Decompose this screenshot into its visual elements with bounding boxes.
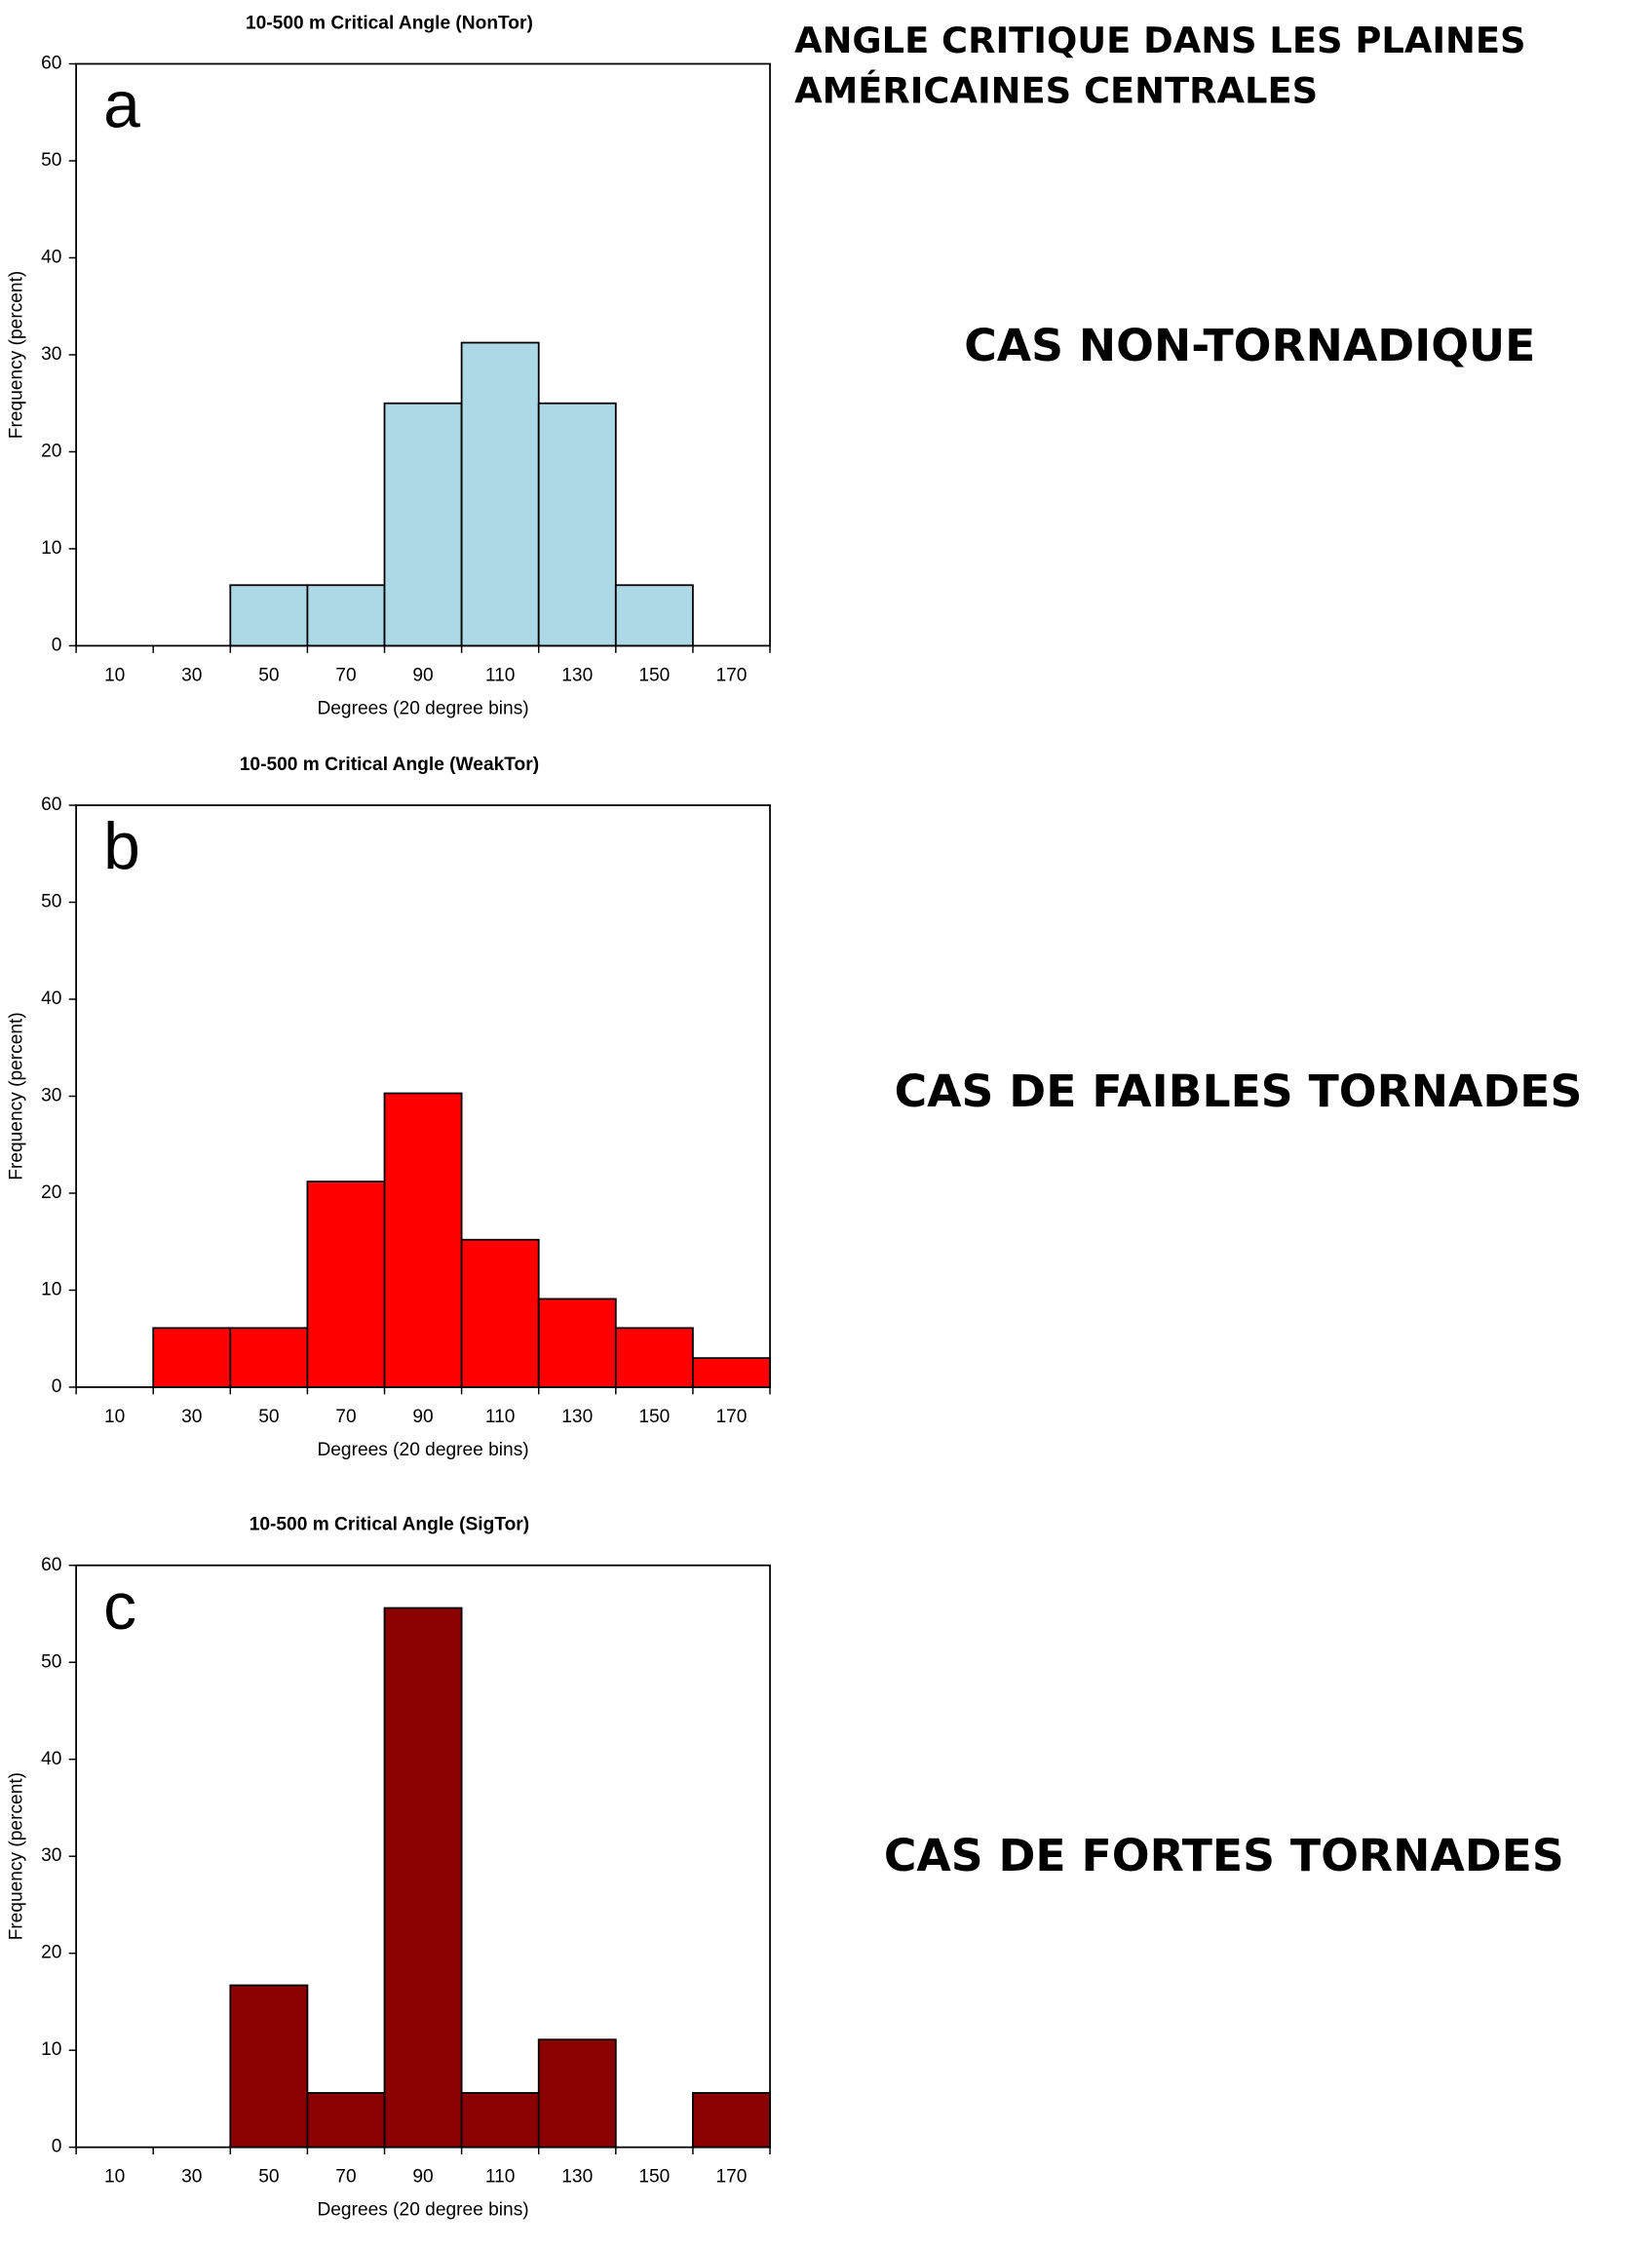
y-tick-label: 20 [41,1943,61,1963]
chart-title: 10-500 m Critical Angle (WeakTor) [240,755,539,775]
x-tick-label: 30 [181,1407,202,1427]
x-tick-label: 50 [258,1407,279,1427]
bar [614,1327,694,1388]
panel-label: a [103,69,140,142]
bar [383,1607,463,2149]
chart-title: 10-500 m Critical Angle (NonTor) [246,13,533,33]
heading-line: ANGLE CRITIQUE DANS LES PLAINES [794,19,1525,61]
x-tick-label: 10 [104,1407,125,1427]
y-tick-label: 30 [41,1086,61,1106]
x-tick-label: 170 [715,2167,747,2188]
x-tick-label: 30 [181,2167,202,2188]
y-tick-label: 40 [41,1749,61,1769]
y-tick-label: 30 [41,344,61,365]
bar [229,584,309,647]
x-tick-label: 90 [412,2167,433,2188]
bar [383,1092,463,1388]
x-tick-label: 50 [258,2167,279,2188]
x-tick-label: 10 [104,665,125,685]
y-tick-label: 10 [41,2039,61,2060]
y-tick-label: 20 [41,1182,61,1203]
x-tick-label: 170 [715,1407,747,1427]
x-axis-label: Degrees (20 degree bins) [317,2200,528,2221]
y-tick-label: 0 [52,635,62,655]
bar [692,2092,771,2149]
bar [460,1238,540,1388]
bar [537,1298,617,1388]
x-tick-label: 10 [104,2167,125,2188]
bar [537,402,617,647]
x-tick-label: 50 [258,665,279,685]
caption: CAS NON-TORNADIQUE [964,320,1535,371]
y-tick-label: 0 [52,1376,62,1397]
y-tick-label: 60 [41,54,61,74]
heading-line: AMÉRICAINES CENTRALES [794,68,1318,111]
bar [537,2038,617,2149]
x-tick-label: 110 [485,1407,516,1427]
y-tick-label: 60 [41,1555,61,1575]
bar [614,584,694,647]
x-tick-label: 90 [412,1407,433,1427]
x-axis-label: Degrees (20 degree bins) [317,698,528,718]
y-tick-label: 10 [41,538,61,559]
y-tick-label: 50 [41,892,61,912]
x-tick-label: 130 [561,1407,593,1427]
chart-title: 10-500 m Critical Angle (SigTor) [250,1515,529,1535]
x-tick-label: 70 [335,1407,356,1427]
y-tick-label: 50 [41,1651,61,1672]
panel-label: b [103,810,140,883]
bar [306,2092,386,2149]
y-tick-label: 40 [41,248,61,268]
x-tick-label: 130 [561,2167,593,2188]
x-tick-label: 70 [335,665,356,685]
bar [152,1327,232,1388]
bar [229,1327,309,1388]
bar [306,584,386,647]
x-tick-label: 110 [485,2167,516,2188]
y-axis-label: Frequency (percent) [7,1012,27,1180]
bar [460,2092,540,2149]
y-axis-label: Frequency (percent) [7,1772,27,1940]
bar [306,1181,386,1388]
x-tick-label: 150 [638,2167,670,2188]
y-tick-label: 10 [41,1280,61,1300]
bar [460,341,540,647]
x-axis-label: Degrees (20 degree bins) [317,1440,528,1460]
bar [229,1984,309,2149]
x-tick-label: 150 [638,1407,670,1427]
x-tick-label: 90 [412,665,433,685]
x-tick-label: 30 [181,665,202,685]
bar [692,1357,771,1388]
y-tick-label: 0 [52,2137,62,2157]
y-tick-label: 30 [41,1845,61,1866]
bar [383,402,463,647]
y-axis-label: Frequency (percent) [7,271,27,439]
panel-label: c [103,1570,136,1644]
x-tick-label: 150 [638,665,670,685]
y-tick-label: 60 [41,794,61,815]
caption: CAS DE FORTES TORNADES [884,1830,1564,1881]
x-tick-label: 170 [715,665,747,685]
y-tick-label: 20 [41,442,61,462]
x-tick-label: 110 [485,665,516,685]
caption: CAS DE FAIBLES TORNADES [895,1065,1583,1117]
y-tick-label: 40 [41,988,61,1009]
x-tick-label: 130 [561,665,593,685]
x-tick-label: 70 [335,2167,356,2188]
y-tick-label: 50 [41,150,61,171]
